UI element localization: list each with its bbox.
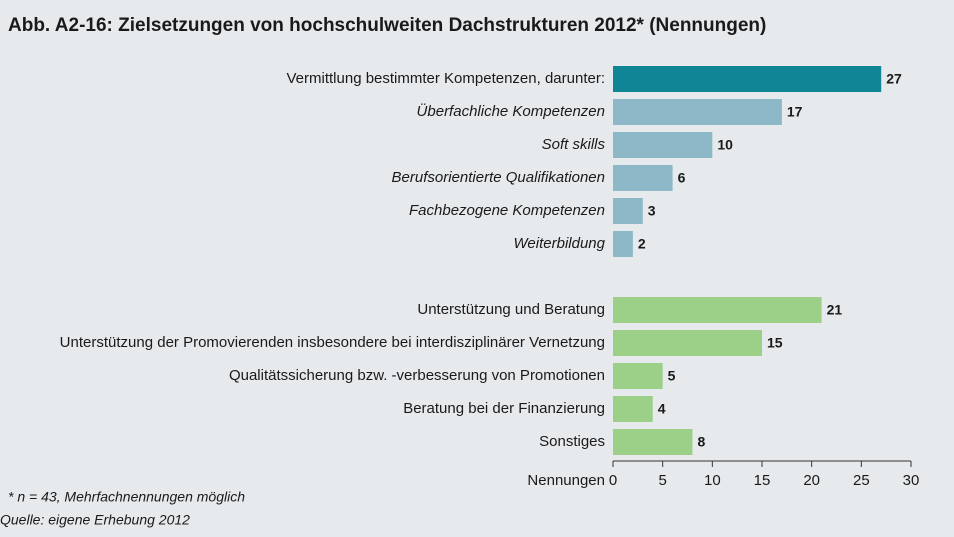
value-label: 15	[767, 335, 783, 351]
y-tick-label: Unterstützung und Beratung	[417, 301, 605, 318]
value-label: 27	[886, 71, 902, 87]
x-tick-label: 25	[853, 472, 870, 489]
bar	[613, 165, 673, 191]
value-label: 10	[717, 137, 733, 153]
x-axis-label: Nennungen	[527, 472, 605, 489]
y-tick-label: Fachbezogene Kompetenzen	[409, 202, 605, 219]
x-tick-label: 0	[609, 472, 617, 489]
value-label: 4	[658, 401, 666, 417]
y-tick-label: Beratung bei der Finanzierung	[403, 400, 605, 417]
bar	[613, 429, 693, 455]
value-label: 3	[648, 203, 656, 219]
x-tick-label: 30	[903, 472, 920, 489]
chart-title: Abb. A2-16: Zielsetzungen von hochschulw…	[8, 15, 766, 36]
value-label: 21	[827, 302, 843, 318]
value-label: 5	[668, 368, 676, 384]
x-tick-label: 20	[803, 472, 820, 489]
bar	[613, 396, 653, 422]
value-label: 17	[787, 104, 803, 120]
y-tick-label: Unterstützung der Promovierenden insbeso…	[60, 334, 605, 351]
x-tick-label: 10	[704, 472, 721, 489]
y-tick-label: Weiterbildung	[514, 235, 606, 252]
bar	[613, 198, 643, 224]
value-label: 6	[678, 170, 686, 186]
bar	[613, 99, 782, 125]
bar	[613, 297, 822, 323]
bar	[613, 330, 762, 356]
value-label: 2	[638, 236, 646, 252]
y-tick-label: Berufsorientierte Qualifikationen	[392, 169, 605, 186]
value-label: 8	[697, 434, 705, 450]
x-tick-label: 15	[754, 472, 771, 489]
footnote: * n = 43, Mehrfachnennungen möglich	[8, 489, 245, 505]
y-tick-label: Vermittlung bestimmter Kompetenzen, daru…	[287, 70, 606, 87]
bar	[613, 363, 663, 389]
bar	[613, 66, 882, 92]
y-tick-label: Sonstiges	[539, 433, 605, 450]
y-tick-label: Qualitätssicherung bzw. -verbesserung vo…	[229, 367, 605, 384]
y-tick-label: Soft skills	[542, 136, 606, 153]
source: Quelle: eigene Erhebung 2012	[0, 512, 190, 528]
bar	[613, 132, 713, 158]
y-tick-label: Überfachliche Kompetenzen	[417, 102, 605, 120]
x-tick-label: 5	[658, 472, 666, 489]
bar	[613, 231, 633, 257]
